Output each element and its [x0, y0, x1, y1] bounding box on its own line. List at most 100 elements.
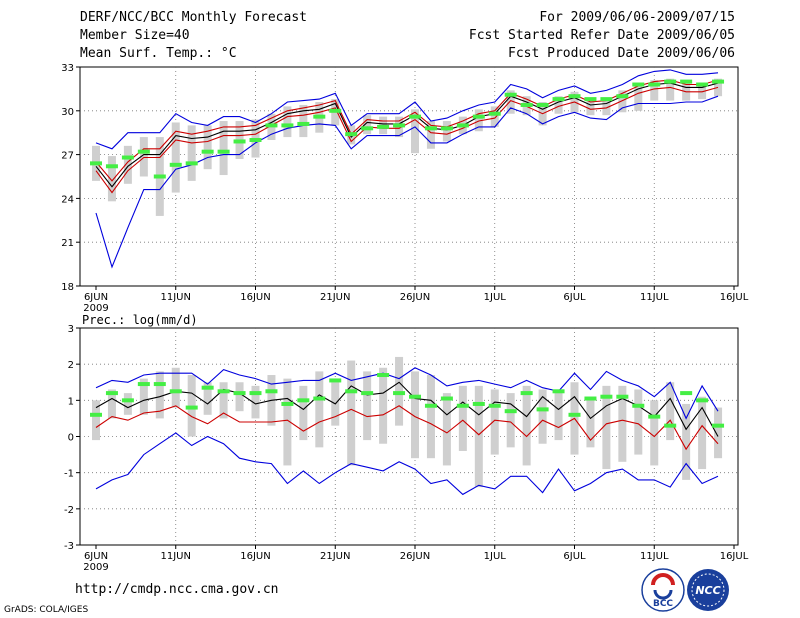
gray-range-bar [299, 104, 308, 138]
gray-range-bar [203, 125, 212, 170]
gray-range-bar [442, 393, 451, 466]
y-tick-label: 27 [61, 151, 74, 162]
y-tick-label: 1 [68, 396, 74, 407]
green-marker [201, 149, 214, 154]
gray-range-bar [251, 385, 260, 419]
x-tick-label: 21JUN [320, 292, 350, 303]
green-marker [137, 149, 150, 154]
gray-range-bar [363, 115, 372, 135]
green-marker [712, 423, 725, 428]
source-url[interactable]: http://cmdp.ncc.cma.gov.cn [75, 582, 279, 597]
gray-range-bar [123, 393, 132, 415]
gray-range-bar [107, 389, 116, 419]
green-marker [616, 94, 629, 99]
green-marker [217, 389, 230, 394]
green-marker [377, 124, 390, 129]
green-marker [185, 161, 198, 166]
bcc-logo: BCC [641, 568, 685, 612]
gray-range-bar [474, 109, 483, 132]
gray-range-bar [315, 371, 324, 448]
green-marker [552, 389, 565, 394]
gray-range-bar [522, 385, 531, 466]
green-marker [90, 412, 102, 417]
green-marker [456, 123, 469, 128]
series-lower-line [95, 86, 719, 194]
gray-range-bar [219, 121, 228, 176]
gray-range-bar [634, 83, 643, 111]
gray-range-bar [618, 90, 627, 113]
green-marker [600, 97, 613, 102]
x-tick-label: 11JUN [161, 551, 191, 562]
chart-panel-1: 18 21 24 27 30 33 6JUN 11JUN 16JUN 21JUN 26JUN 1JUL… [61, 63, 748, 314]
member-size: Member Size=40 [80, 28, 190, 43]
plot-frame [79, 66, 739, 287]
green-marker [105, 164, 118, 169]
x-tick-label: 1JUL [484, 292, 507, 303]
bcc-logo-text: BCC [653, 599, 673, 609]
green-marker [472, 114, 485, 119]
green-marker [185, 405, 198, 410]
y-tick-label: 21 [61, 238, 74, 249]
green-marker [440, 126, 453, 131]
chart-panel-2: -3 -2 -1 0 1 2 3 6JUN 11JUN 16JUN 21JUN 26JUN 1JUL 6J… [64, 313, 749, 573]
series-upper-line [95, 79, 719, 182]
y-tick-label: 30 [61, 107, 74, 118]
green-marker [169, 162, 182, 167]
green-marker [313, 396, 326, 401]
ncc-logo: NCC [687, 569, 729, 611]
green-marker [249, 391, 262, 396]
green-marker [137, 382, 150, 387]
gray-range-bar [586, 396, 595, 448]
x-tick-label: 6JUL [563, 292, 586, 303]
series-mean-line [95, 82, 719, 188]
green-marker [600, 394, 613, 399]
y-tick-label: 0 [68, 433, 74, 444]
series-min-line [95, 95, 719, 269]
y-tick-label: 3 [68, 324, 74, 335]
green-marker [377, 373, 390, 378]
gray-range-bar [506, 393, 515, 448]
gray-range-bar [602, 385, 611, 470]
green-marker [329, 108, 342, 113]
series-min-line [95, 432, 719, 496]
green-marker [153, 382, 166, 387]
green-marker [169, 389, 182, 394]
gray-range-bar [171, 367, 180, 408]
year-label: 2009 [83, 303, 108, 314]
gray-range-bar [650, 80, 659, 101]
green-marker [201, 385, 214, 390]
series-max-line [95, 69, 719, 150]
fcst-started-date: Fcst Started Refer Date 2009/06/05 [468, 28, 735, 43]
header-right: For 2009/06/06-2009/07/15 Fcst Started Re… [469, 9, 735, 63]
green-marker [105, 391, 118, 396]
green-marker [632, 82, 645, 87]
chart-title: DERF/NCC/BCC Monthly Forecast [80, 10, 307, 25]
y-tick-label: -2 [64, 505, 74, 516]
gray-range-bar [155, 371, 164, 419]
green-marker [584, 97, 597, 102]
green-marker [424, 403, 437, 408]
series-upper-line [95, 381, 719, 437]
gray-range-bar [299, 385, 308, 441]
gray-range-bar [347, 360, 356, 466]
gray-range-bar [411, 109, 419, 154]
green-marker [361, 126, 374, 131]
y-tick-label: 2 [68, 360, 74, 371]
green-marker [217, 149, 230, 154]
green-marker [648, 414, 661, 419]
green-marker [520, 102, 533, 107]
green-marker [616, 394, 629, 399]
x-tick-label: 6JUN [84, 551, 108, 562]
gray-range-bar [283, 378, 292, 466]
gray-range-bar [698, 83, 707, 100]
gray-range-bar [698, 396, 707, 470]
ncc-logo-text: NCC [695, 584, 720, 597]
gray-range-bar [506, 90, 515, 114]
green-marker [265, 389, 278, 394]
green-marker [552, 97, 565, 102]
green-marker [488, 111, 501, 116]
green-marker [648, 82, 661, 87]
green-marker [536, 102, 549, 107]
gray-range-bar [554, 96, 563, 114]
x-tick-label: 6JUL [563, 551, 586, 562]
